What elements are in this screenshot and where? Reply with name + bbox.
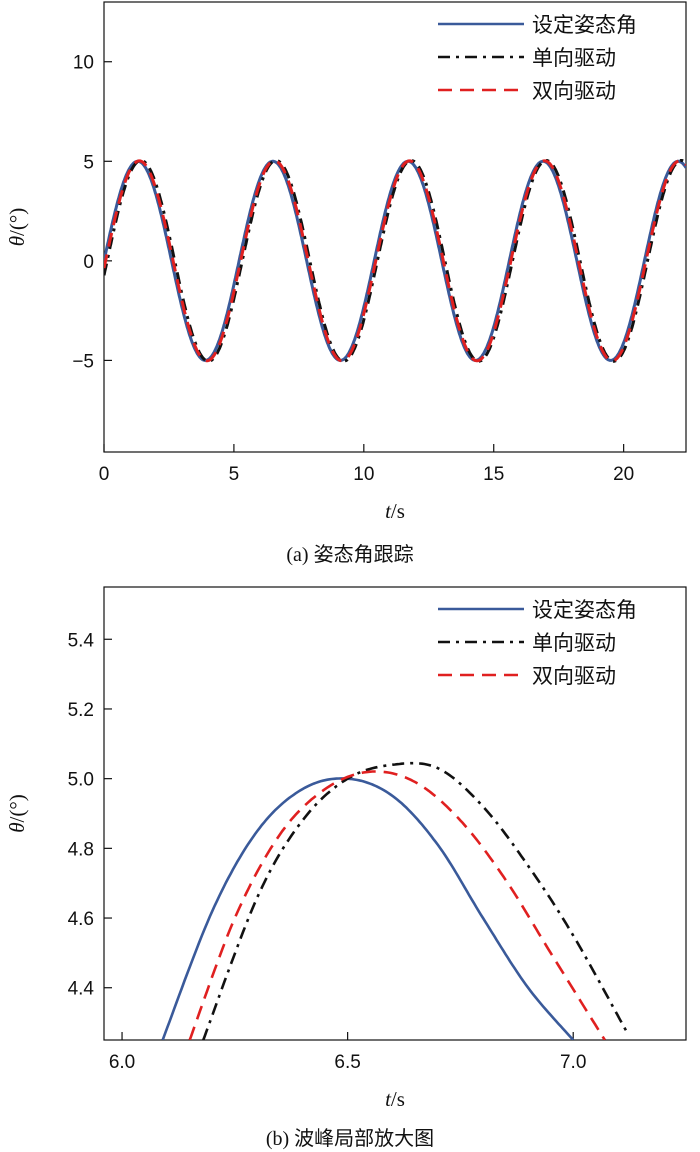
a-x-tick-label: 15	[483, 464, 504, 485]
b-x-axis-label: t/s	[385, 1087, 405, 1111]
b-y-tick-label: 4.4	[68, 979, 95, 1000]
a-y-tick-label: 0	[83, 252, 94, 273]
a-legend-label-1: 设定姿态角	[532, 13, 637, 37]
b-x-tick-label: 6.0	[109, 1052, 135, 1073]
a-series-line-3	[104, 159, 686, 363]
b-y-tick-label: 5.2	[68, 700, 94, 721]
b-y-tick-label: 4.8	[68, 839, 94, 860]
b-legend-label-1: 设定姿态角	[532, 598, 637, 622]
caption-a: (a) 姿态角跟踪	[286, 543, 413, 566]
a-x-tick-label: 0	[99, 464, 110, 485]
b-series-line-1	[161, 777, 575, 1040]
b-y-tick-label: 5.4	[68, 630, 95, 651]
a-plot-frame	[103, 1, 687, 453]
b-y-tick-label: 4.6	[68, 909, 94, 930]
a-x-tick-label: 10	[353, 464, 374, 485]
caption-b: (b) 波峰局部放大图	[266, 1127, 434, 1150]
b-legend-label-2: 单向驱动	[532, 631, 616, 655]
b-series-line-3	[188, 770, 606, 1040]
b-y-axis-label: θ/(°)	[5, 794, 29, 833]
b-legend-label-3: 双向驱动	[532, 664, 616, 688]
a-y-axis-label: θ/(°)	[5, 208, 29, 247]
a-x-axis-label: t/s	[385, 499, 405, 523]
a-y-tick-label: 10	[73, 53, 94, 74]
b-x-tick-label: 7.0	[560, 1052, 586, 1073]
a-legend-label-2: 单向驱动	[532, 46, 616, 70]
a-x-tick-label: 5	[229, 464, 240, 485]
b-series-line-2	[202, 761, 629, 1040]
b-plot-frame	[103, 586, 687, 1041]
a-x-tick-label: 20	[613, 464, 634, 485]
a-y-tick-label: 5	[83, 152, 94, 173]
a-legend-label-3: 双向驱动	[532, 79, 616, 103]
a-y-tick-label: −5	[72, 351, 94, 372]
b-x-tick-label: 6.5	[334, 1052, 360, 1073]
b-y-tick-label: 5.0	[68, 770, 94, 791]
